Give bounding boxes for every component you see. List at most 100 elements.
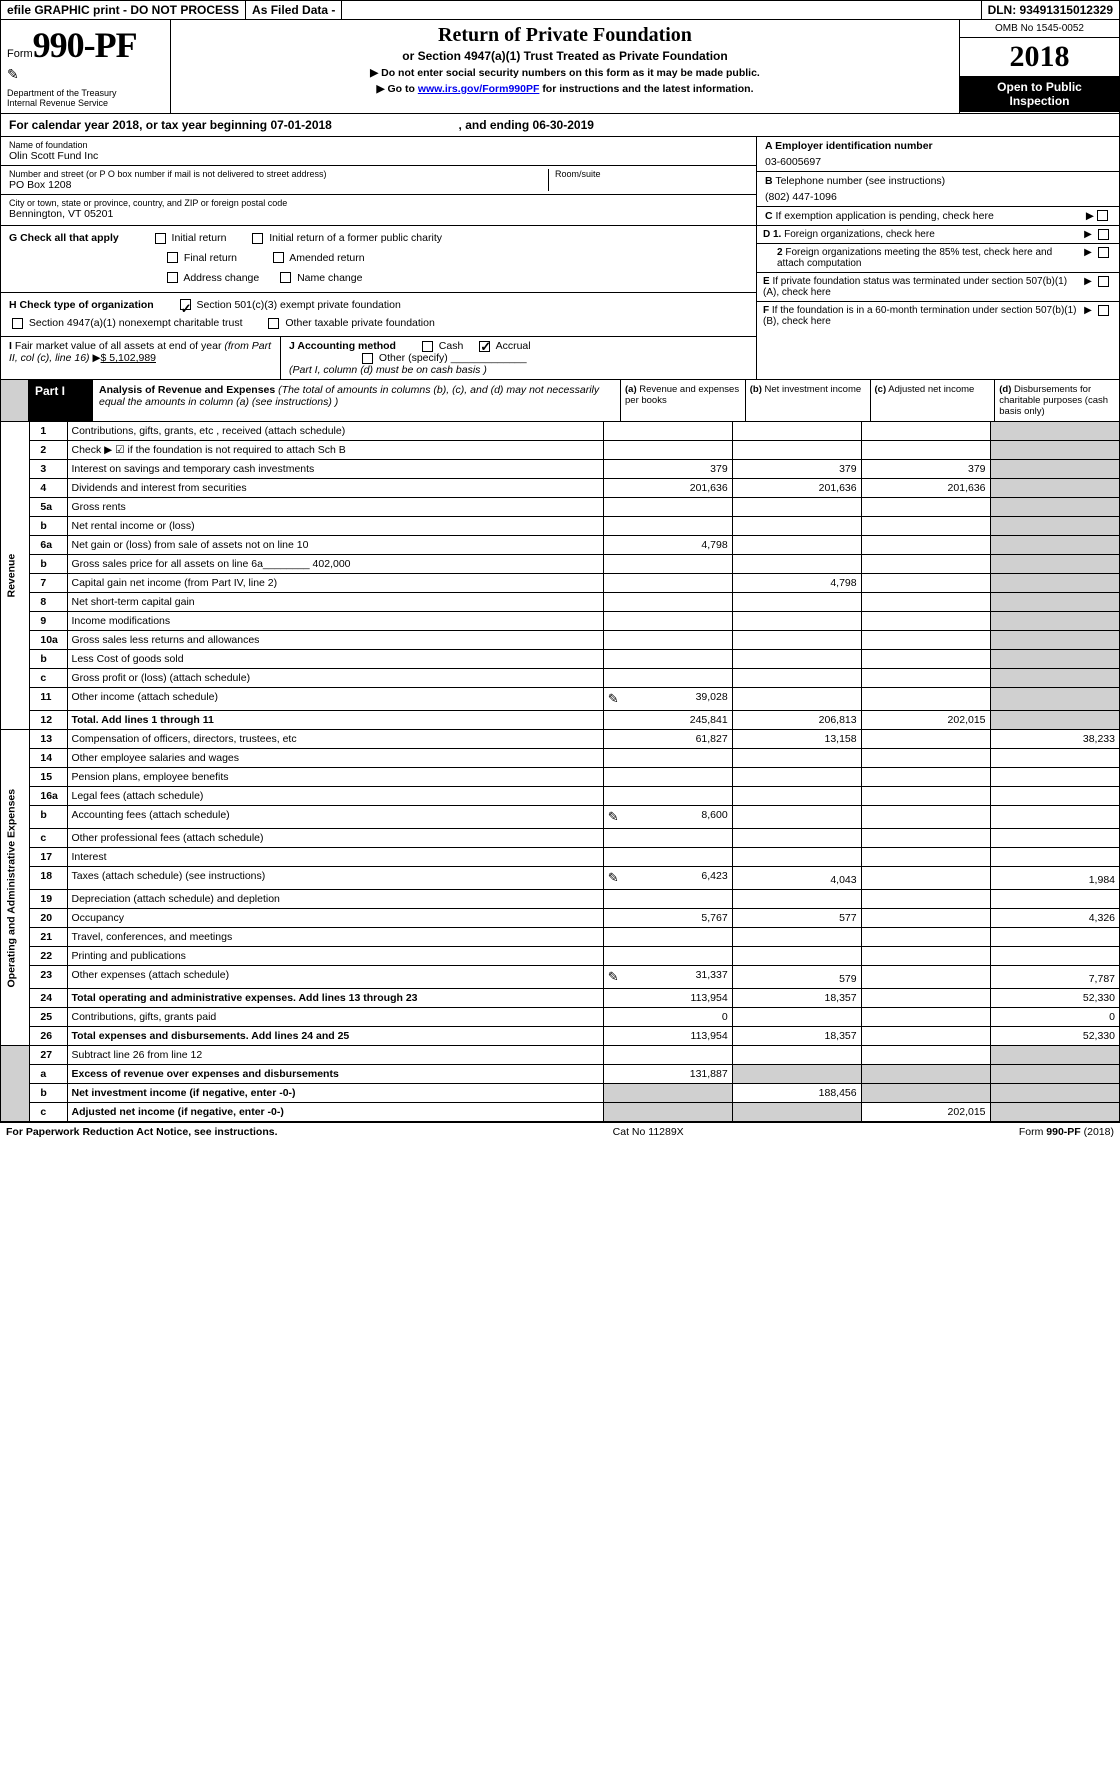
col-b-value: [732, 650, 861, 669]
col-d-value: [990, 441, 1119, 460]
col-b-value: [732, 1008, 861, 1027]
line-number: 10a: [30, 631, 67, 650]
j-note: (Part I, column (d) must be on cash basi…: [289, 364, 487, 376]
attachment-icon[interactable]: ✎: [608, 969, 619, 985]
col-c-value: [861, 631, 990, 650]
g-name-checkbox[interactable]: [280, 272, 291, 283]
c-checkbox[interactable]: [1097, 210, 1108, 221]
h-other-checkbox[interactable]: [268, 318, 279, 329]
part1-title: Analysis of Revenue and Expenses: [99, 384, 275, 396]
col-a-value: 131,887: [603, 1065, 732, 1084]
col-a-value: [603, 848, 732, 867]
col-b-value: [732, 928, 861, 947]
col-c-value: [861, 1008, 990, 1027]
table-row: bAccounting fees (attach schedule)✎8,600: [1, 806, 1119, 829]
col-d-value: [990, 536, 1119, 555]
col-b-value: [732, 517, 861, 536]
line-description: Excess of revenue over expenses and disb…: [67, 1065, 603, 1084]
d2-checkbox[interactable]: [1098, 247, 1109, 258]
j-accrual-checkbox[interactable]: [479, 341, 490, 352]
footer-mid: Cat No 11289X: [613, 1126, 684, 1138]
line-description: Total. Add lines 1 through 11: [67, 711, 603, 730]
foundation-city: Bennington, VT 05201: [9, 208, 748, 220]
g-initial-former-checkbox[interactable]: [252, 233, 263, 244]
line-description: Compensation of officers, directors, tru…: [67, 730, 603, 749]
tax-year: 2018: [960, 38, 1119, 76]
g-amended-checkbox[interactable]: [273, 252, 284, 263]
col-d-value: 1,984: [990, 867, 1119, 890]
g-address-checkbox[interactable]: [167, 272, 178, 283]
col-b-value: [732, 555, 861, 574]
col-b-value: 188,456: [732, 1084, 861, 1103]
table-row: cAdjusted net income (if negative, enter…: [1, 1103, 1119, 1122]
h-4947-checkbox[interactable]: [12, 318, 23, 329]
col-a-value: [603, 498, 732, 517]
col-c-value: [861, 829, 990, 848]
col-a-header: (a) Revenue and expenses per books: [621, 380, 746, 421]
col-c-value: [861, 749, 990, 768]
g-initial-checkbox[interactable]: [155, 233, 166, 244]
line-description: Occupancy: [67, 909, 603, 928]
ein-label: A Employer identification number: [765, 140, 1111, 152]
header: Form 990-PF ✎ Department of the Treasury…: [1, 20, 1119, 114]
col-a-value: ✎31,337: [603, 966, 732, 989]
col-c-value: [861, 650, 990, 669]
line-number: 25: [30, 1008, 67, 1027]
line-number: 2: [30, 441, 67, 460]
table-row: 14Other employee salaries and wages: [1, 749, 1119, 768]
e-checkbox[interactable]: [1098, 276, 1109, 287]
d1-checkbox[interactable]: [1098, 229, 1109, 240]
col-a-value: [603, 593, 732, 612]
table-row: cOther professional fees (attach schedul…: [1, 829, 1119, 848]
revenue-sidelabel: Revenue: [1, 422, 30, 730]
line-number: 11: [30, 688, 67, 711]
table-row: 18Taxes (attach schedule) (see instructi…: [1, 867, 1119, 890]
h-501c3-checkbox[interactable]: [180, 299, 191, 310]
col-c-value: 202,015: [861, 1103, 990, 1122]
line-description: Gross rents: [67, 498, 603, 517]
attachment-icon[interactable]: ✎: [608, 870, 619, 886]
col-a-value: ✎6,423: [603, 867, 732, 890]
col-c-value: [861, 1065, 990, 1084]
table-row: 23Other expenses (attach schedule)✎31,33…: [1, 966, 1119, 989]
irs-link[interactable]: www.irs.gov/Form990PF: [418, 83, 540, 95]
line-description: Total operating and administrative expen…: [67, 989, 603, 1008]
col-b-value: [732, 787, 861, 806]
side-gap: [1, 380, 29, 421]
col-b-value: [732, 536, 861, 555]
col-a-value: 0: [603, 1008, 732, 1027]
col-d-value: 52,330: [990, 989, 1119, 1008]
col-d-value: [990, 669, 1119, 688]
col-d-value: [990, 890, 1119, 909]
col-d-value: 7,787: [990, 966, 1119, 989]
col-c-value: [861, 768, 990, 787]
col-d-value: [990, 829, 1119, 848]
col-b-value: [732, 498, 861, 517]
line-number: 1: [30, 422, 67, 441]
table-row: 22Printing and publications: [1, 947, 1119, 966]
efile-left: efile GRAPHIC print - DO NOT PROCESS: [1, 1, 246, 19]
col-d-value: [990, 612, 1119, 631]
line-description: Travel, conferences, and meetings: [67, 928, 603, 947]
arrow-icon: ▶: [1086, 210, 1094, 222]
efile-logo-icon: ✎: [7, 66, 164, 83]
table-row: 20Occupancy5,7675774,326: [1, 909, 1119, 928]
attachment-icon[interactable]: ✎: [608, 809, 619, 825]
g-final-checkbox[interactable]: [167, 252, 178, 263]
j-other-checkbox[interactable]: [362, 353, 373, 364]
col-d-value: [990, 1084, 1119, 1103]
col-a-value: ✎8,600: [603, 806, 732, 829]
line-description: Net short-term capital gain: [67, 593, 603, 612]
col-b-value: 13,158: [732, 730, 861, 749]
table-row: 5aGross rents: [1, 498, 1119, 517]
line-description: Interest: [67, 848, 603, 867]
j-cash-checkbox[interactable]: [422, 341, 433, 352]
col-b-value: 201,636: [732, 479, 861, 498]
f-checkbox[interactable]: [1098, 305, 1109, 316]
expense-table: Operating and Administrative Expenses13C…: [1, 730, 1119, 1046]
line-number: b: [30, 555, 67, 574]
col-d-value: 52,330: [990, 1027, 1119, 1046]
line-number: c: [30, 1103, 67, 1122]
attachment-icon[interactable]: ✎: [608, 691, 619, 707]
dept-irs: Internal Revenue Service: [7, 99, 164, 109]
